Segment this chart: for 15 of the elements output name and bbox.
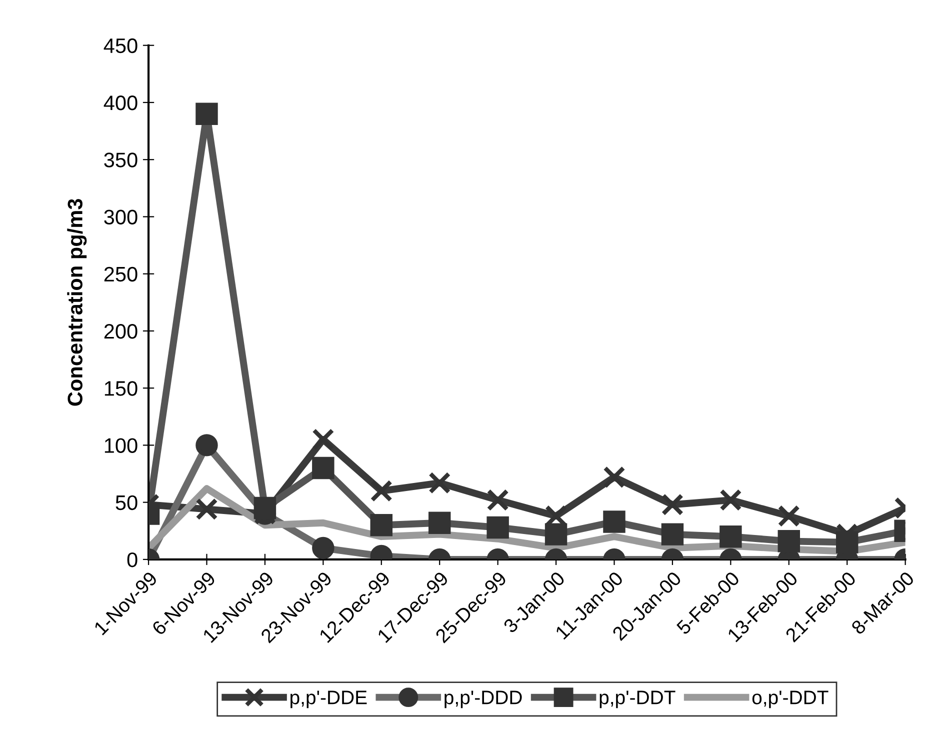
legend-label: p,p'-DDD — [444, 690, 522, 708]
y-tick-label: 200 — [104, 324, 138, 339]
y-tick-label: 0 — [127, 552, 138, 568]
y-tick-label: 400 — [104, 95, 138, 110]
y-tick-label: 300 — [104, 210, 138, 224]
y-tick-label: 350 — [104, 152, 138, 168]
y-tick-label: 100 — [104, 438, 138, 453]
y-tick-label: 450 — [104, 38, 138, 54]
legend-label: p,p'-DDE — [290, 690, 367, 708]
y-tick-label: 250 — [104, 266, 138, 282]
y-tick-label: 50 — [116, 495, 138, 510]
legend-label: o,p'-DDT — [752, 690, 828, 708]
y-tick-label: 150 — [104, 381, 138, 396]
legend-label: p,p'-DDT — [600, 690, 676, 708]
y-axis-title: Concentration pg/m3 — [67, 198, 87, 406]
